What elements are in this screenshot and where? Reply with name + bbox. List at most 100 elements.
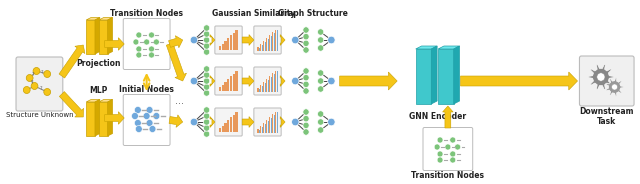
Circle shape — [303, 33, 309, 40]
Circle shape — [204, 78, 210, 84]
Polygon shape — [99, 17, 113, 20]
FancyBboxPatch shape — [215, 67, 242, 95]
Polygon shape — [95, 100, 100, 136]
Circle shape — [204, 125, 210, 131]
Circle shape — [292, 77, 299, 85]
Bar — [227, 38, 229, 50]
Bar — [259, 48, 260, 50]
Bar — [219, 46, 221, 50]
Circle shape — [148, 52, 154, 58]
Polygon shape — [443, 106, 453, 128]
Circle shape — [134, 119, 141, 127]
FancyBboxPatch shape — [254, 26, 281, 54]
Circle shape — [303, 129, 309, 135]
Circle shape — [328, 77, 335, 85]
Polygon shape — [105, 112, 124, 124]
Text: Projection: Projection — [77, 59, 121, 68]
Bar — [236, 112, 237, 132]
Bar — [274, 74, 275, 91]
Polygon shape — [86, 17, 100, 20]
Circle shape — [148, 32, 154, 38]
Bar — [230, 77, 232, 91]
Polygon shape — [416, 46, 437, 49]
Polygon shape — [242, 117, 254, 127]
Bar — [266, 120, 268, 132]
Polygon shape — [280, 35, 285, 45]
Bar — [268, 39, 269, 50]
Bar — [269, 117, 270, 132]
Circle shape — [450, 157, 456, 163]
Circle shape — [303, 122, 309, 129]
Circle shape — [292, 36, 299, 44]
Polygon shape — [416, 49, 431, 104]
Polygon shape — [280, 117, 285, 127]
Text: Gaussian Similarity: Gaussian Similarity — [212, 9, 295, 18]
Circle shape — [204, 66, 210, 72]
Bar — [263, 82, 264, 91]
Bar — [262, 86, 263, 91]
Circle shape — [317, 86, 324, 92]
Circle shape — [31, 82, 38, 89]
Circle shape — [146, 119, 153, 127]
Bar — [269, 35, 270, 50]
Bar — [268, 80, 269, 91]
Polygon shape — [606, 78, 624, 96]
Bar — [225, 123, 227, 132]
Circle shape — [317, 37, 324, 43]
Circle shape — [450, 151, 456, 157]
Circle shape — [132, 112, 138, 119]
Text: GNN Encoder: GNN Encoder — [408, 112, 466, 121]
Circle shape — [204, 72, 210, 78]
Circle shape — [303, 81, 309, 88]
Circle shape — [317, 70, 324, 76]
Bar — [274, 115, 275, 132]
Polygon shape — [210, 76, 215, 86]
Polygon shape — [108, 17, 113, 54]
Circle shape — [154, 39, 159, 45]
Bar — [230, 36, 232, 50]
Bar — [271, 36, 272, 50]
Bar — [275, 112, 276, 132]
FancyBboxPatch shape — [423, 128, 473, 171]
Bar — [259, 89, 260, 91]
Circle shape — [136, 46, 142, 52]
Text: Graph Structure: Graph Structure — [278, 9, 348, 18]
Polygon shape — [168, 36, 182, 48]
FancyBboxPatch shape — [215, 108, 242, 136]
Polygon shape — [431, 46, 437, 104]
Bar — [236, 30, 237, 50]
Circle shape — [133, 39, 139, 45]
Bar — [268, 121, 269, 132]
Polygon shape — [86, 20, 95, 54]
Circle shape — [303, 88, 309, 94]
Circle shape — [328, 36, 335, 44]
Text: ?: ? — [32, 72, 35, 77]
Bar — [272, 73, 273, 91]
Bar — [233, 115, 235, 132]
Circle shape — [204, 25, 210, 31]
Circle shape — [303, 47, 309, 53]
Circle shape — [190, 36, 198, 44]
Bar — [275, 29, 276, 50]
Polygon shape — [588, 65, 614, 89]
Bar — [263, 123, 264, 132]
Polygon shape — [99, 102, 108, 136]
Bar — [266, 38, 268, 50]
Text: MLP: MLP — [90, 86, 108, 95]
Circle shape — [204, 131, 210, 137]
Bar — [227, 120, 229, 132]
Circle shape — [612, 84, 618, 90]
Circle shape — [204, 107, 210, 113]
Text: Structure Unknown: Structure Unknown — [6, 112, 73, 118]
Circle shape — [303, 109, 309, 115]
Circle shape — [136, 125, 142, 132]
Circle shape — [44, 70, 51, 77]
Bar — [266, 79, 268, 91]
Circle shape — [44, 89, 51, 95]
Text: ?: ? — [40, 70, 43, 75]
Bar — [219, 87, 221, 91]
Polygon shape — [454, 46, 460, 104]
Circle shape — [204, 119, 210, 125]
Polygon shape — [60, 92, 84, 117]
Bar — [272, 32, 273, 50]
